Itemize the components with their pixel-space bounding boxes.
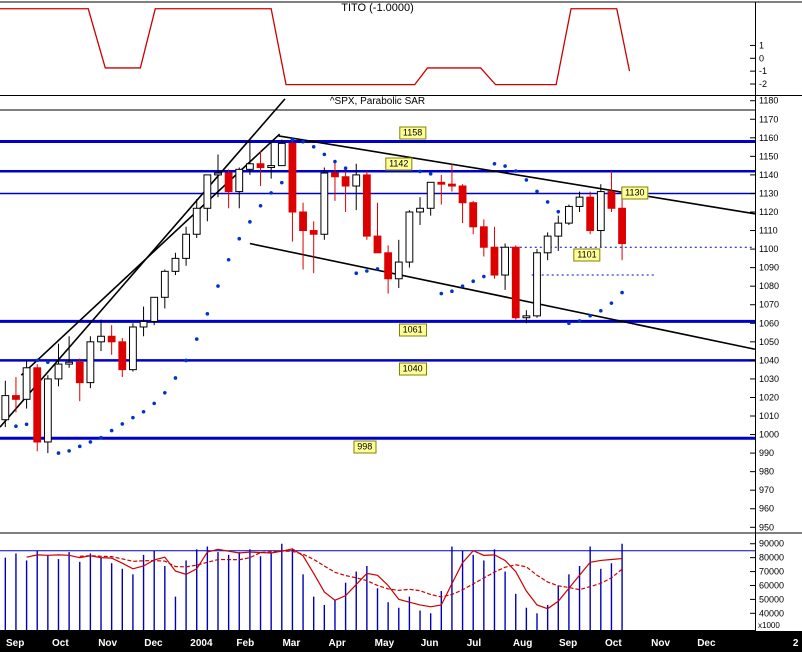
parabolic-sar-layer (14, 137, 624, 455)
axis-tick-label: 1150 (759, 151, 778, 161)
price-level-label: 1101 (573, 248, 601, 262)
axis-tick-label: 960 (759, 504, 774, 514)
month-label: Sep (559, 638, 577, 649)
axis-tick-label: 1160 (759, 133, 778, 143)
axis-tick-label: 980 (759, 467, 774, 477)
axis-tick-label: 1050 (759, 337, 779, 347)
month-label: May (375, 638, 395, 649)
month-label: Aug (513, 638, 532, 649)
axis-tick-label: 1100 (759, 244, 778, 254)
axis-tick-label: 1030 (759, 374, 779, 384)
axis-tick-label: 1140 (759, 170, 778, 180)
tito-indicator-layer (0, 8, 631, 86)
axis-tick-label: 1000 (759, 430, 779, 440)
axis-tick-label: 0 (759, 53, 764, 63)
axis-tick-label: 1010 (759, 411, 779, 421)
axis-tick-label: 1070 (759, 300, 779, 310)
axis-tick-label: 950 (759, 522, 774, 532)
axis-tick-label: 1170 (759, 114, 778, 124)
axis-tick-label: 1110 (759, 226, 778, 236)
axis-tick-label: -2 (759, 79, 767, 89)
axis-tick-label: 1180 (759, 96, 778, 106)
axis-tick-label: -1 (759, 66, 767, 76)
trendlines-layer (0, 98, 756, 428)
price-level-label: 1130 (621, 186, 649, 200)
month-label: Feb (236, 638, 254, 649)
month-label: Sep (6, 638, 24, 649)
axis-tick-label: 1120 (759, 207, 778, 217)
axis-tick-label: 80000 (759, 553, 784, 563)
axis-tick-label: 70000 (759, 567, 784, 577)
month-label: Nov (651, 638, 670, 649)
axis-tick-label: 1060 (759, 318, 779, 328)
price-level-label: 1158 (398, 126, 427, 139)
month-label: Nov (98, 638, 117, 649)
volume-unit-label: x1000 (758, 621, 780, 630)
panel-borders (0, 1, 802, 631)
month-label: Jul (467, 638, 482, 649)
month-label: Dec (697, 638, 716, 649)
axis-tick-label: 990 (759, 448, 774, 458)
month-label: 2 (793, 638, 799, 649)
axis-tick-label: 1130 (759, 188, 778, 198)
month-label: Apr (329, 638, 346, 649)
axis-tick-label: 50000 (759, 594, 784, 604)
price-level-label: 1061 (398, 323, 427, 337)
axis-tick-label: 970 (759, 485, 774, 495)
month-label: Dec (144, 638, 163, 649)
axis-tick-label: 1 (759, 40, 764, 50)
axis-tick-label: 1020 (759, 392, 779, 402)
month-label: Jun (421, 638, 439, 649)
axis-tick-label: 90000 (759, 539, 784, 549)
price-level-label: 998 (353, 440, 377, 454)
candles-layer (1, 139, 626, 454)
price-panel-title: ^SPX, Parabolic SAR (329, 96, 426, 107)
volume-layer (0, 543, 755, 630)
axis-tick-label: 1090 (759, 263, 779, 273)
indicator-title: TITO (-1.0000) (341, 2, 414, 14)
month-label: Mar (282, 638, 300, 649)
month-label: Oct (52, 638, 69, 649)
axis-tick-label: 40000 (759, 608, 784, 618)
price-level-label: 1040 (398, 362, 427, 376)
month-label: 2004 (190, 638, 213, 649)
month-label: Oct (605, 638, 622, 649)
price-level-label: 1142 (385, 157, 413, 171)
axis-tick-label: 60000 (759, 580, 784, 590)
axis-tick-label: 1080 (759, 281, 779, 291)
value-axis: 1 0 -1 -2 1180 1170 1160 1150 1140 1130 1120 1110 11… (750, 40, 784, 630)
axis-tick-label: 1040 (759, 355, 779, 365)
time-axis: Sep Oct Nov Dec 2004 Feb Mar Apr May Jun Jul Aug Sep… (0, 631, 802, 652)
